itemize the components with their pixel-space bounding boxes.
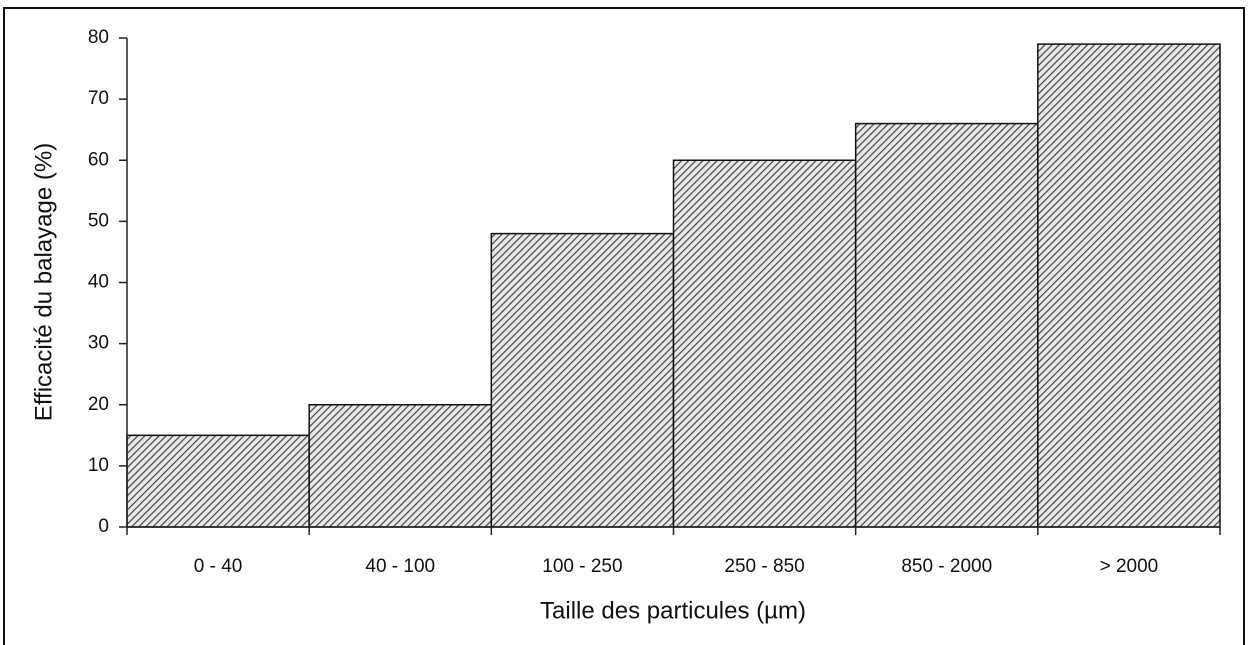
y-tick-label: 70 [88, 88, 109, 109]
x-tick-label: 250 - 850 [724, 556, 804, 577]
y-tick-label: 20 [88, 394, 109, 415]
y-tick-label: 10 [88, 455, 109, 476]
bar [854, 122, 1039, 528]
x-tick-label: 0 - 40 [194, 556, 243, 577]
bar [490, 232, 675, 528]
bar [126, 434, 310, 528]
bar [308, 404, 493, 528]
bar [672, 159, 857, 528]
frame [3, 7, 1245, 645]
x-tick-label: 100 - 250 [542, 556, 622, 577]
y-tick-label: 80 [88, 27, 109, 48]
y-tick-label: 0 [98, 516, 109, 537]
x-tick-label: 40 - 100 [365, 556, 435, 577]
y-tick-label: 50 [88, 210, 109, 231]
x-axis-title: Taille des particules (µm) [540, 597, 806, 624]
bar [1037, 43, 1221, 528]
y-tick-label: 30 [88, 333, 109, 354]
x-tick-label: 850 - 2000 [901, 556, 992, 577]
y-tick-label: 60 [88, 149, 109, 170]
x-tick-label: > 2000 [1100, 556, 1159, 577]
y-axis-title: Efficacité du balayage (%) [30, 143, 57, 421]
y-tick-label: 40 [88, 272, 109, 293]
